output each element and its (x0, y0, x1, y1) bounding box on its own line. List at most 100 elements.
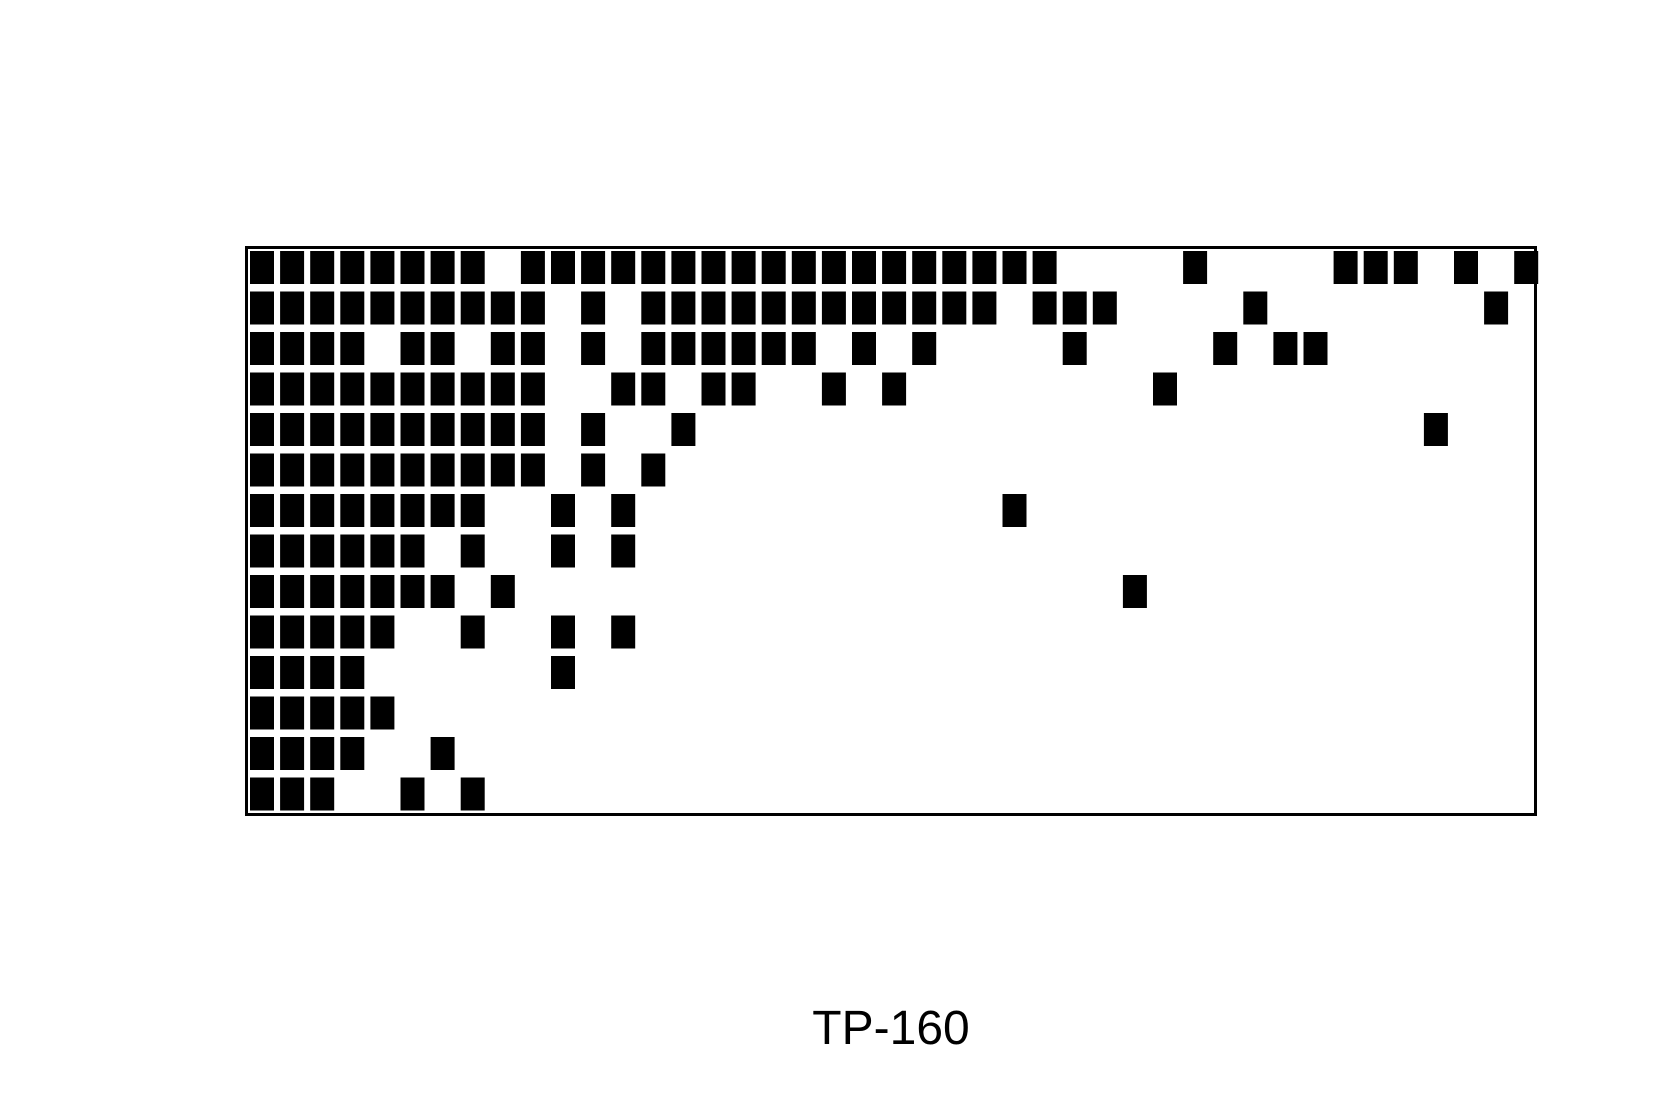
matrix-cell (370, 372, 395, 406)
matrix-cell (761, 332, 786, 365)
matrix-cell (250, 534, 274, 568)
matrix-cell (611, 615, 636, 649)
matrix-cell (882, 251, 907, 284)
matrix-cell (581, 453, 606, 487)
matrix-cell (581, 413, 606, 446)
matrix-cell (280, 534, 305, 568)
matrix-cell (1423, 413, 1448, 446)
matrix-cell (490, 332, 515, 365)
matrix-cell (400, 575, 425, 608)
matrix-cell (520, 413, 545, 446)
matrix-cell (370, 494, 395, 527)
matrix-cell (460, 615, 485, 649)
matrix-cell (250, 453, 274, 487)
matrix-cell (460, 494, 485, 527)
matrix-cell (460, 777, 485, 811)
matrix-cell (340, 413, 365, 446)
matrix-cell (942, 291, 967, 325)
matrix-cell (310, 494, 335, 527)
matrix-cell (821, 291, 846, 325)
matrix-cell (430, 413, 455, 446)
matrix-cell (701, 372, 726, 406)
matrix-cell (430, 575, 455, 608)
matrix-cell (641, 332, 666, 365)
matrix-cell (1002, 494, 1027, 527)
matrix-cell (460, 413, 485, 446)
matrix-cell (340, 453, 365, 487)
matrix-cell (611, 251, 636, 284)
matrix-cell (581, 332, 606, 365)
matrix-cell (400, 291, 425, 325)
matrix-cell (340, 737, 365, 770)
matrix-cell (912, 332, 937, 365)
matrix-cell (310, 291, 335, 325)
matrix-cell (370, 251, 395, 284)
matrix-cell (1363, 251, 1388, 284)
matrix-cell (520, 372, 545, 406)
matrix-cell (671, 251, 696, 284)
matrix-cell (490, 453, 515, 487)
matrix-cell (400, 372, 425, 406)
matrix-cell (310, 696, 335, 730)
matrix-cell (430, 291, 455, 325)
matrix-cell (310, 615, 335, 649)
matrix-cell (280, 453, 305, 487)
matrix-cell (340, 291, 365, 325)
matrix-cell (490, 372, 515, 406)
matrix-cell (310, 251, 335, 284)
matrix-cell (310, 777, 335, 811)
matrix-cell (280, 575, 305, 608)
matrix-cell (1092, 291, 1117, 325)
plot-frame (245, 246, 1537, 816)
matrix-cell (280, 737, 305, 770)
matrix-cell (701, 291, 726, 325)
matrix-cell (310, 575, 335, 608)
matrix-cell (400, 332, 425, 365)
matrix-cell (1153, 372, 1177, 406)
matrix-cell (370, 575, 395, 608)
matrix-cell (280, 696, 305, 730)
matrix-cell (340, 372, 365, 406)
matrix-cell (791, 291, 816, 325)
matrix-cell (370, 413, 395, 446)
matrix-cell (340, 696, 365, 730)
matrix-cell (400, 453, 425, 487)
matrix-cell (731, 372, 756, 406)
matrix-cell (1243, 291, 1268, 325)
matrix-cell (761, 251, 786, 284)
matrix-cell (430, 737, 455, 770)
matrix-cell (280, 615, 305, 649)
matrix-cell (310, 372, 335, 406)
matrix-cell (370, 453, 395, 487)
matrix-cell (400, 534, 425, 568)
matrix-cell (731, 332, 756, 365)
matrix-cell (1032, 291, 1057, 325)
matrix-cell (761, 291, 786, 325)
matrix-cell (1122, 575, 1147, 608)
matrix-cell (370, 291, 395, 325)
matrix-cell (641, 291, 666, 325)
matrix-cell (400, 413, 425, 446)
matrix-cell (731, 291, 756, 325)
matrix-cell (671, 291, 696, 325)
matrix-cell (250, 696, 274, 730)
matrix-cell (400, 494, 425, 527)
matrix-cell (250, 332, 274, 365)
matrix-cell (250, 656, 274, 689)
matrix-cell (551, 534, 575, 568)
matrix-cell (882, 291, 907, 325)
matrix-cell (520, 251, 545, 284)
matrix-cell (340, 575, 365, 608)
matrix-cell (430, 332, 455, 365)
matrix-cell (430, 494, 455, 527)
matrix-cell (641, 372, 666, 406)
matrix-cell (1393, 251, 1418, 284)
matrix-cell (701, 332, 726, 365)
matrix-cell (370, 696, 395, 730)
matrix-cell (280, 251, 305, 284)
matrix-cell (791, 332, 816, 365)
matrix-cell (430, 453, 455, 487)
matrix-cell (912, 291, 937, 325)
matrix-cell (1484, 291, 1509, 325)
